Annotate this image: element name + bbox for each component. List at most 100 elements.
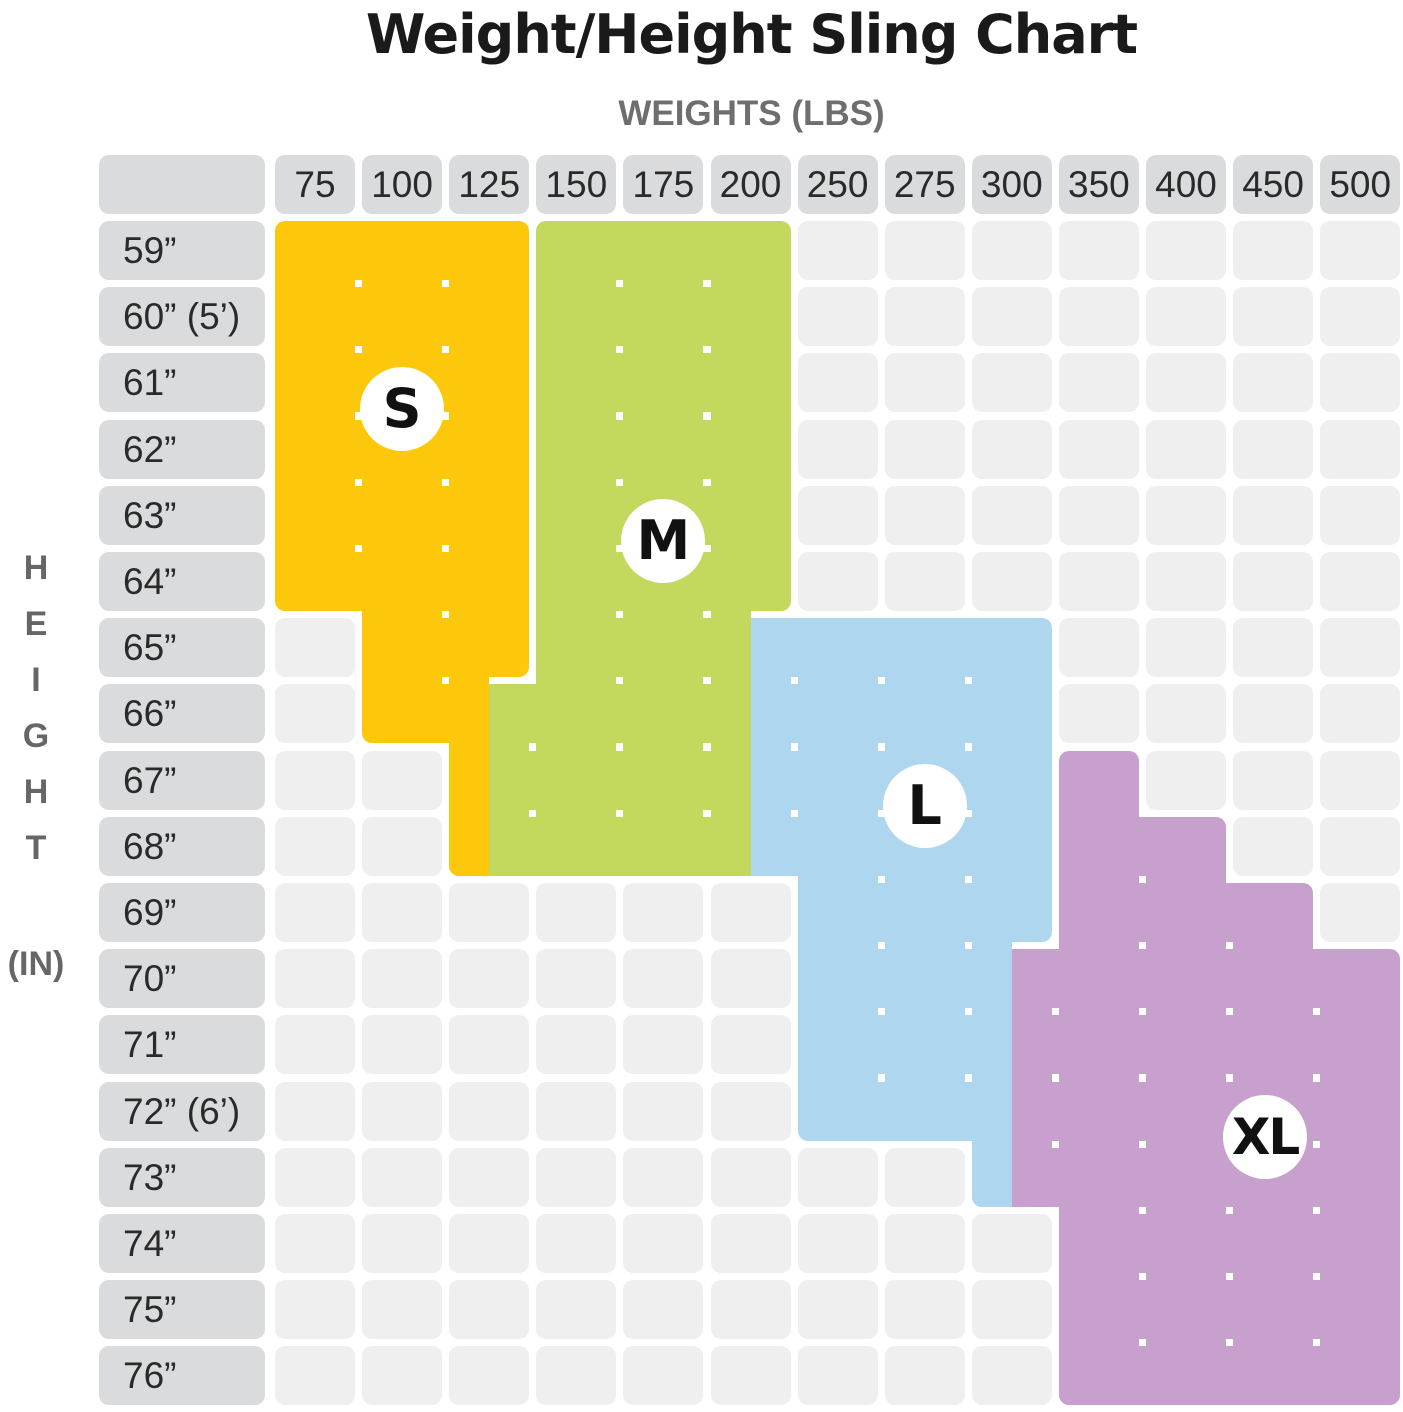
merged-seam (750, 402, 791, 430)
empty-cell (275, 750, 355, 810)
empty-cell (797, 1280, 878, 1340)
header-corner (99, 155, 265, 214)
height-row-header: 70” (99, 949, 265, 1009)
size-badge-l: L (882, 764, 967, 849)
empty-cell (536, 1015, 617, 1075)
empty-cell (449, 1214, 530, 1273)
empty-cell (797, 1214, 878, 1273)
empty-cell (971, 552, 1052, 611)
merged-seam (489, 402, 530, 430)
empty-cell (1320, 419, 1401, 479)
height-row-header: 59” (99, 221, 265, 280)
empty-cell (1146, 221, 1226, 280)
merged-seam (536, 270, 577, 298)
merged-seam (797, 1064, 838, 1092)
empty-cell (1146, 485, 1226, 545)
empty-cell (884, 1280, 965, 1340)
empty-cell (797, 221, 878, 280)
merged-seam (536, 534, 577, 562)
empty-cell (275, 816, 355, 876)
empty-cell (884, 1346, 965, 1406)
empty-cell (275, 1346, 355, 1406)
empty-cell (1320, 485, 1401, 545)
empty-cell (884, 1147, 965, 1207)
empty-cell (1320, 684, 1401, 744)
empty-cell (1146, 684, 1226, 744)
empty-cell (797, 353, 878, 413)
size-badge-m: M (621, 499, 706, 584)
empty-cell (797, 287, 878, 347)
empty-cell (971, 485, 1052, 545)
empty-cell (362, 816, 443, 876)
empty-cell (884, 419, 965, 479)
merged-seam (1360, 1130, 1401, 1158)
empty-cell (449, 1081, 530, 1141)
empty-cell (710, 1214, 791, 1273)
merged-seam (1303, 1346, 1331, 1406)
empty-cell (536, 1214, 617, 1273)
empty-cell (1233, 353, 1314, 413)
empty-cell (1233, 750, 1314, 810)
empty-cell (1320, 883, 1401, 942)
empty-cell (536, 883, 617, 942)
empty-cell (275, 1147, 355, 1207)
empty-cell (275, 1280, 355, 1340)
weight-column-header: 350 (1058, 155, 1139, 214)
height-row-header: 61” (99, 353, 265, 413)
empty-cell (1233, 618, 1314, 678)
empty-cell (1233, 419, 1314, 479)
empty-cell (623, 1081, 704, 1141)
merged-seam (606, 816, 634, 876)
merged-seam (867, 1081, 895, 1141)
empty-cell (884, 221, 965, 280)
empty-cell (1233, 816, 1314, 876)
merged-seam (750, 270, 791, 298)
merged-seam (1058, 1263, 1099, 1291)
empty-cell (1320, 816, 1401, 876)
merged-seam (536, 402, 577, 430)
empty-cell (623, 1214, 704, 1273)
empty-cell (1320, 552, 1401, 611)
empty-cell (449, 883, 530, 942)
empty-cell (884, 552, 965, 611)
merged-seam (1011, 667, 1052, 695)
merged-seam (797, 998, 838, 1026)
height-row-header: 67” (99, 750, 265, 810)
x-axis-label: WEIGHTS (LBS) (618, 94, 885, 133)
empty-cell (710, 1081, 791, 1141)
weight-column-header: 200 (710, 155, 791, 214)
weight-column-header: 75 (275, 155, 355, 214)
empty-cell (623, 1147, 704, 1207)
chart-title: Weight/Height Sling Chart (365, 3, 1138, 66)
empty-cell (362, 1214, 443, 1273)
merged-seam (750, 468, 791, 496)
empty-cell (623, 1015, 704, 1075)
y-axis-letter: H (23, 773, 49, 811)
empty-cell (884, 1214, 965, 1273)
y-axis-letter: E (24, 605, 48, 643)
empty-cell (1058, 618, 1139, 678)
height-row-header: 68” (99, 816, 265, 876)
empty-cell (797, 552, 878, 611)
empty-cell (362, 1147, 443, 1207)
empty-cell (536, 1147, 617, 1207)
empty-cell (797, 1147, 878, 1207)
empty-cell (971, 287, 1052, 347)
empty-cell (623, 883, 704, 942)
merged-seam (797, 932, 838, 960)
height-row-header: 65” (99, 618, 265, 678)
merged-seam (275, 468, 315, 496)
empty-cell (884, 287, 965, 347)
empty-cell (362, 750, 443, 810)
merged-seam (275, 534, 315, 562)
empty-cell (971, 1346, 1052, 1406)
height-row-header: 69” (99, 883, 265, 942)
empty-cell (1320, 750, 1401, 810)
y-axis-letter: T (25, 829, 47, 867)
empty-cell (1146, 287, 1226, 347)
y-axis-letter: G (22, 717, 50, 755)
height-row-header: 76” (99, 1346, 265, 1406)
merged-seam (489, 468, 530, 496)
merged-seam (489, 534, 530, 562)
